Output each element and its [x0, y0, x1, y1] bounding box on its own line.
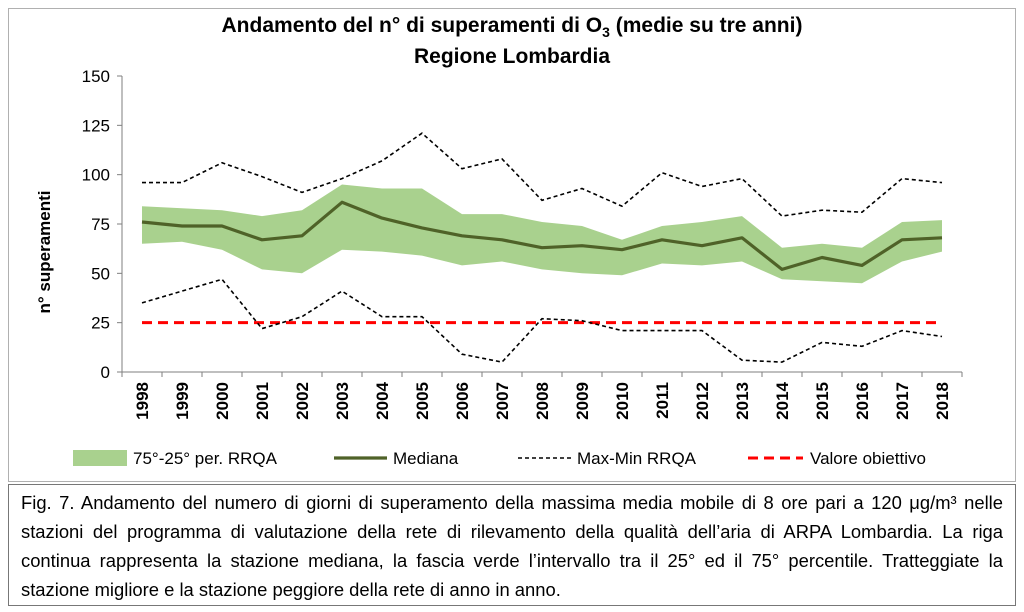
- x-tick-label: 2008: [533, 382, 552, 420]
- x-tick-label: 2013: [733, 382, 752, 420]
- legend-label-band: 75°-25° per. RRQA: [133, 449, 278, 468]
- x-tick-label: 1998: [133, 382, 152, 420]
- x-tick-label: 2014: [773, 381, 792, 419]
- x-tick-label: 2009: [573, 382, 592, 420]
- y-tick-label: 125: [82, 116, 110, 135]
- legend-label-maxmin: Max-Min RRQA: [577, 449, 697, 468]
- x-tick-label: 1999: [173, 382, 192, 420]
- y-tick-label: 0: [101, 363, 110, 382]
- y-tick-label: 25: [91, 314, 110, 333]
- legend-label-target: Valore obiettivo: [810, 449, 926, 468]
- percentile-band: [142, 184, 942, 284]
- chart-subtitle: Regione Lombardia: [413, 45, 611, 68]
- median-line: [141, 200, 943, 271]
- chart-svg: 0 25 50 75 100 125 150 1998 1999 2000 2001 2002 2003…: [35, 67, 963, 468]
- chart-title: Andamento del n° di superamenti di O3 (m…: [221, 14, 803, 41]
- x-tick-label: 2012: [693, 382, 712, 420]
- legend-label-median: Mediana: [393, 449, 459, 468]
- x-tick-label: 2018: [933, 382, 952, 420]
- max-line: [142, 132, 943, 217]
- x-tick-label: 2004: [373, 381, 392, 419]
- x-tick-label: 2005: [413, 382, 432, 420]
- x-tick-label: 2003: [333, 382, 352, 420]
- x-tick-label: 2001: [253, 382, 272, 420]
- x-tick-label: 2011: [653, 382, 672, 419]
- min-line: [141, 278, 943, 363]
- x-tick-label: 2010: [613, 382, 632, 420]
- x-tick-label: 2002: [293, 382, 312, 420]
- x-tick-label: 2000: [213, 382, 232, 420]
- x-tick-label: 2016: [853, 382, 872, 420]
- y-tick-label: 75: [91, 215, 110, 234]
- x-tick-label: 2017: [893, 382, 912, 420]
- legend-swatch-band: [73, 450, 127, 466]
- y-tick-label: 150: [82, 67, 110, 86]
- x-tick-label: 2015: [813, 382, 832, 420]
- y-tick-label: 50: [91, 264, 110, 283]
- legend: 75°-25° per. RRQA Mediana Max-Min RRQA Valo…: [73, 449, 926, 468]
- x-tick-label: 2006: [453, 382, 472, 420]
- figure-caption: Fig. 7. Andamento del numero di giorni d…: [8, 484, 1016, 606]
- title-subscript: 3: [602, 24, 610, 41]
- x-tick-label: 2007: [493, 382, 512, 420]
- y-tick-label: 100: [82, 166, 110, 185]
- y-axis-label: n° superamenti: [35, 191, 54, 314]
